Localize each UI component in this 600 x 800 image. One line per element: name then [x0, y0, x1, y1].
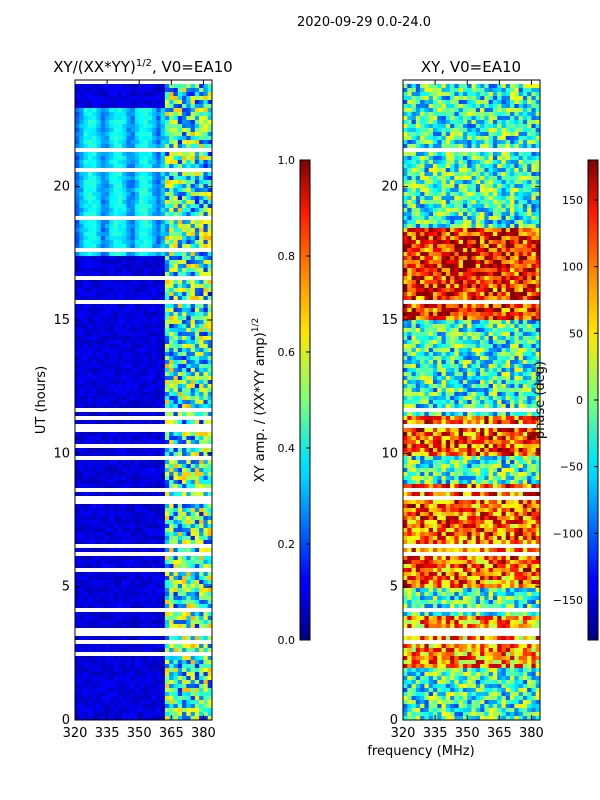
- colorbar-tick-label: −50: [560, 461, 583, 474]
- phase-chart-title: XY, V0=EA10: [421, 58, 521, 76]
- colorbar-tick-label: 50: [569, 327, 583, 340]
- amplitude-y-tick-label: 15: [53, 313, 70, 328]
- shared-x-axis-label: frequency (MHz): [367, 744, 474, 759]
- amplitude-colorbar: 0.0 0.2 0.4 0.6 0.8 1.0 XY amp. / (XX*YY amp)…: [251, 154, 311, 647]
- amplitude-colorbar-gradient: [299, 159, 311, 641]
- colorbar-tick-label: 0.4: [278, 442, 296, 455]
- amplitude-heatmap: [75, 80, 212, 720]
- colorbar-tick-label: 150: [562, 194, 583, 207]
- phase-x-tick-label: 335: [423, 726, 448, 741]
- amplitude-x-tick-label: 350: [127, 726, 152, 741]
- figure-suptitle: 2020-09-29 0.0-24.0: [297, 15, 431, 30]
- colorbar-tick-label: 0.8: [278, 250, 296, 263]
- phase-plot-frame: [402, 79, 541, 721]
- amplitude-y-tick-label: 10: [53, 446, 70, 461]
- colorbar-tick-label: 0.0: [278, 634, 296, 647]
- phase-y-tick-label: 20: [381, 180, 398, 195]
- amplitude-x-tick-label: 320: [63, 726, 88, 741]
- colorbar-tick-label: 100: [562, 261, 583, 274]
- colorbar-tick-label: 1.0: [278, 154, 296, 167]
- phase-x-tick-label: 380: [519, 726, 544, 741]
- phase-axes: 320 335 350 365 380 0 5 10 15 20: [381, 80, 544, 741]
- amplitude-plot-frame: [74, 79, 213, 721]
- amplitude-x-tick-label: 365: [159, 726, 184, 741]
- phase-x-tick-label: 350: [455, 726, 480, 741]
- phase-y-tick-label: 15: [381, 313, 398, 328]
- amplitude-axes: 320 335 350 365 380 0 5 10 15 20: [53, 80, 216, 741]
- amplitude-y-tick-label: 0: [62, 713, 70, 728]
- phase-x-tick-label: 320: [391, 726, 416, 741]
- phase-y-tick-label: 5: [390, 580, 398, 595]
- amplitude-panel: XY/(XX*YY)1/2, V0=EA10 320 335 350 365 380 0 5…: [34, 58, 233, 741]
- colorbar-tick-label: 0: [576, 394, 583, 407]
- phase-panel: XY, V0=EA10 320 335 350 365 380 0 5 10 15 20: [381, 58, 543, 741]
- amplitude-x-tick-label: 380: [191, 726, 216, 741]
- colorbar-tick-label: 0.2: [278, 538, 296, 551]
- colorbar-tick-label: −100: [553, 527, 583, 540]
- amplitude-chart-title: XY/(XX*YY)1/2, V0=EA10: [53, 58, 232, 76]
- amplitude-y-axis-label: UT (hours): [34, 366, 49, 434]
- phase-colorbar: −150 −100 −50 0 50 100 150 phase (deg): [533, 159, 599, 641]
- amplitude-y-tick-label: 20: [53, 180, 70, 195]
- phase-colorbar-ticks: −150 −100 −50 0 50 100 150: [553, 194, 598, 607]
- phase-heatmap: [403, 80, 540, 720]
- amplitude-x-tick-label: 335: [95, 726, 120, 741]
- phase-colorbar-label: phase (deg): [533, 361, 548, 439]
- colorbar-tick-label: 0.6: [278, 346, 296, 359]
- amplitude-colorbar-ticks: 0.0 0.2 0.4 0.6 0.8 1.0: [278, 154, 310, 647]
- amplitude-colorbar-label: XY amp. / (XX*YY amp)1/2: [251, 318, 268, 482]
- phase-y-tick-label: 10: [381, 446, 398, 461]
- amplitude-y-tick-label: 5: [62, 580, 70, 595]
- phase-x-tick-label: 365: [487, 726, 512, 741]
- colorbar-tick-label: −150: [553, 594, 583, 607]
- phase-y-tick-label: 0: [390, 713, 398, 728]
